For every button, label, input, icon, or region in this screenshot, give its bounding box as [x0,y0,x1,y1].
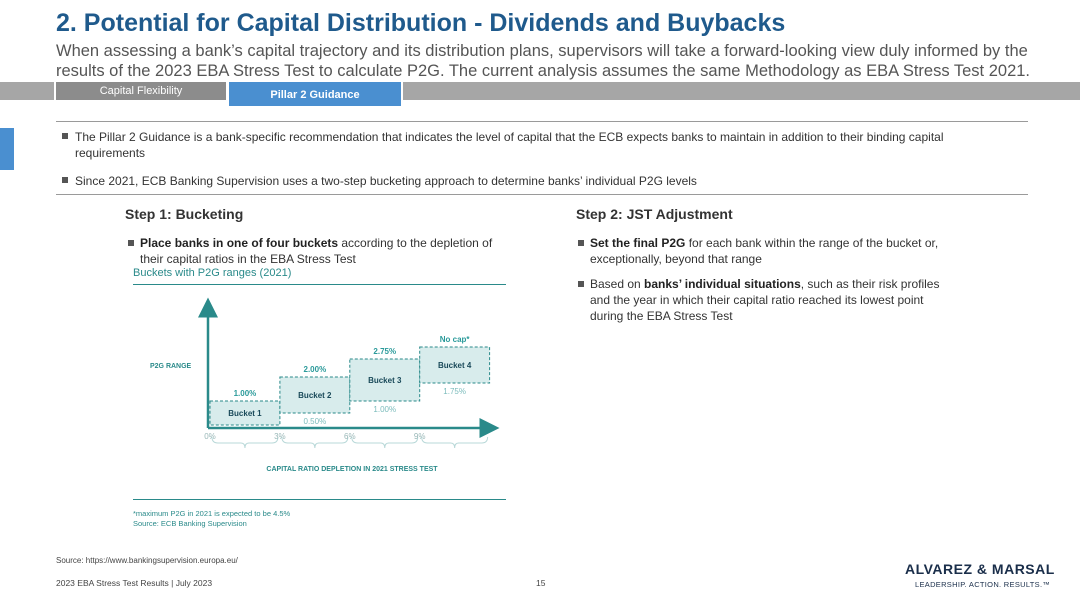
step1-bullet-text: according to the depletion of their capi… [140,236,493,266]
section-accent-bar [0,128,14,170]
x-tick-label: 6% [344,432,356,441]
bullet-marker [578,240,584,246]
tab-bar-segment [403,82,1080,100]
x-axis-label: CAPITAL RATIO DEPLETION IN 2021 STRESS T… [266,466,438,473]
bucket-label-3: Bucket 3 [368,376,402,385]
x-tick-label: 0% [204,432,216,441]
intro-bullet: The Pillar 2 Guidance is a bank-specific… [75,130,944,160]
step1-bullet-bold: Place banks in one of four buckets [140,236,339,250]
bucket-label-2: Bucket 2 [298,391,332,400]
chart-footnote: *maximum P2G in 2021 is expected to be 4… [133,509,291,518]
step2-bullet1-bold: Set the final P2G [590,236,686,250]
source-note: Source: https://www.bankingsupervision.e… [56,556,238,565]
bullet-marker [578,281,584,287]
bucket-high-label-1: 1.00% [234,389,257,398]
company-logo: ALVAREZ & MARSAL [905,561,1055,577]
bucket-high-label-2: 2.00% [304,365,327,374]
step2-heading: Step 2: JST Adjustment [576,206,733,222]
intro-bullet: Since 2021, ECB Banking Supervision uses… [75,174,697,188]
divider [56,121,1028,122]
divider [56,194,1028,195]
footer-text: 2023 EBA Stress Test Results | July 2023 [56,578,213,588]
bucket-box-2 [279,376,351,414]
bucket-box-4 [419,346,491,384]
chart-source: Source: ECB Banking Supervision [133,519,247,528]
tab-pillar-2-guidance[interactable]: Pillar 2 Guidance [229,82,401,106]
bucket-label-1: Bucket 1 [228,409,262,418]
step1-heading: Step 1: Bucketing [125,206,244,222]
bullet-marker [128,240,134,246]
bucket-low-label-3: 1.00% [373,405,396,414]
tab-capital-flexibility[interactable]: Capital Flexibility [56,82,226,100]
page-number: 15 [536,578,546,588]
tab-bar-segment [0,82,54,100]
step1-bullet: Place banks in one of four buckets accor… [140,235,510,267]
bucket-label-4: Bucket 4 [438,361,472,370]
bullet-marker [62,177,68,183]
bucket-brace-1 [211,436,279,449]
bucket-high-label-4: No cap* [440,335,471,344]
step2-bullet2-bold: banks’ individual situations [644,277,801,291]
bucket-brace-3 [351,436,419,449]
x-tick-label: 3% [274,432,286,441]
step2-bullet: Set the final P2G for each bank within t… [590,235,940,267]
bucket-low-label-2: 0.50% [304,417,327,426]
tab-bar: Capital Flexibility Pillar 2 Guidance [0,82,1080,106]
bucket-high-label-3: 2.75% [373,347,396,356]
bucket-brace-2 [281,436,349,449]
step2-bullet2-text: , such as their risk profiles and the ye… [590,277,940,323]
chart-title: Buckets with P2G ranges (2021) [133,267,292,279]
page-subtitle: When assessing a bank’s capital trajecto… [56,42,1031,80]
step2-bullet1-text: for each bank within the range of the bu… [590,236,939,266]
step2-bullet: Based on banks’ individual situations, s… [590,276,940,324]
p2g-bucket-chart: P2G RANGE CAPITAL RATIO DEPLETION IN 202… [150,297,500,473]
company-tagline: LEADERSHIP. ACTION. RESULTS.™ [915,580,1051,589]
page-title: 2. Potential for Capital Distribution - … [56,9,786,37]
chart-bottom-rule [133,499,506,500]
bullet-marker [62,133,68,139]
bucket-low-label-4: 1.75% [443,387,466,396]
step2-bullet2-pre: Based on [590,277,645,291]
x-tick-label: 9% [414,432,426,441]
y-axis-label: P2G RANGE [150,363,192,370]
chart-top-rule [133,284,506,285]
bucket-brace-4 [421,436,489,449]
